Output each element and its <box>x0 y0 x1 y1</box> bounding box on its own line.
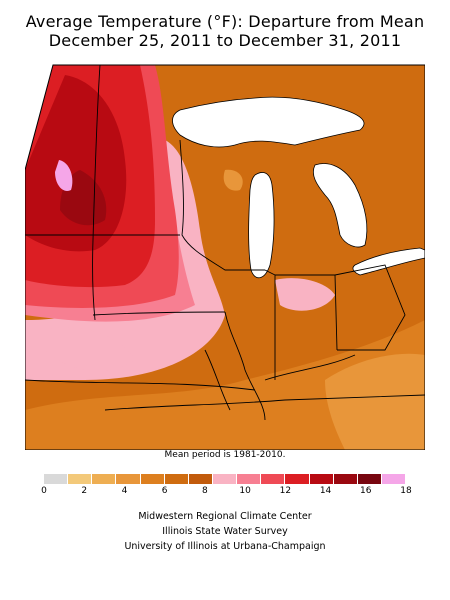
credit-line2: Illinois State Water Survey <box>162 526 288 537</box>
legend-swatch <box>212 474 238 484</box>
legend-swatch <box>164 474 189 484</box>
lake-huron <box>312 163 368 248</box>
legend-tick-label: 6 <box>161 486 168 496</box>
color-legend <box>44 474 407 484</box>
region-pink-il-in <box>275 278 335 311</box>
legend-swatch <box>116 474 141 484</box>
lake-superior <box>172 96 365 148</box>
legend-swatch <box>381 474 407 484</box>
legend-swatch <box>140 474 165 484</box>
credit-line3: University of Illinois at Urbana-Champai… <box>124 541 326 552</box>
legend-swatch <box>261 474 286 484</box>
legend-swatch <box>357 474 382 484</box>
map-title-line1: Average Temperature (°F): Departure from… <box>25 12 425 31</box>
legend-swatch <box>44 474 69 484</box>
region-light-orange-south <box>25 320 425 450</box>
legend-swatch <box>188 474 213 484</box>
region-light-spot-mi <box>223 169 243 191</box>
legend-tick-label: 16 <box>360 486 372 496</box>
temperature-departure-map <box>25 64 425 450</box>
state-borders <box>25 65 425 421</box>
map-frame <box>25 64 425 450</box>
legend-tick-label: 10 <box>239 486 251 496</box>
legend-swatch <box>237 474 262 484</box>
legend-tick-label: 14 <box>319 486 332 496</box>
legend-swatch <box>285 474 310 484</box>
legend-tick-label: 8 <box>202 486 208 496</box>
legend-tick-label: 12 <box>279 486 292 496</box>
legend-tick-label: 18 <box>400 486 412 496</box>
legend-swatch <box>333 474 358 484</box>
credit-line1: Midwestern Regional Climate Center <box>138 511 312 522</box>
legend-tick-label: 4 <box>121 486 128 496</box>
mean-period-note: Mean period is 1981-2010. <box>164 450 286 460</box>
region-pink-south <box>45 327 135 371</box>
legend-tick-label: 2 <box>81 486 88 496</box>
legend-swatch <box>92 474 117 484</box>
legend-swatch <box>309 474 334 484</box>
region-magenta-spot <box>55 160 73 191</box>
region-lighter-orange-se <box>325 353 425 450</box>
legend-tick-label: 0 <box>41 486 47 496</box>
lake-michigan <box>248 172 275 279</box>
map-title-line2: December 25, 2011 to December 31, 2011 <box>48 31 402 50</box>
legend-swatch <box>68 474 93 484</box>
